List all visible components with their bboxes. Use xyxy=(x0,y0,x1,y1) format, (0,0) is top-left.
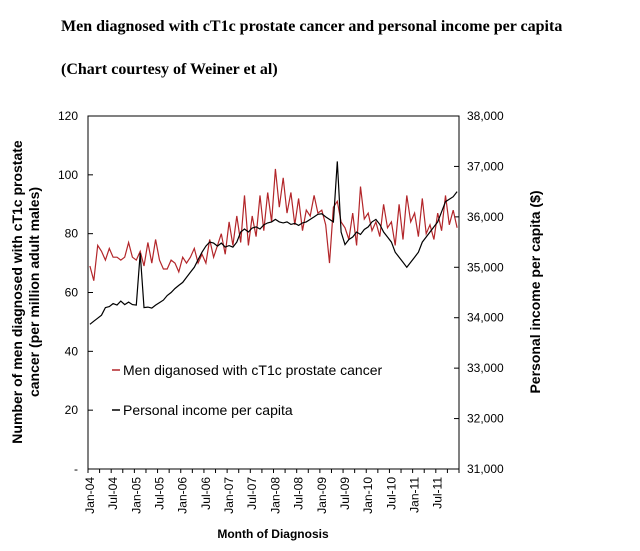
left-tick-label: 100 xyxy=(58,168,78,182)
left-tick-label: - xyxy=(74,462,78,476)
x-tick-label: Jan-06 xyxy=(176,477,190,514)
legend: Men diganosed with cT1c prostate cancer … xyxy=(112,362,382,418)
x-tick-label: Jan-09 xyxy=(315,477,329,514)
right-tick-label: 38,000 xyxy=(467,109,504,123)
series-line-cancer xyxy=(89,168,458,281)
x-tick-label: Jan-04 xyxy=(83,477,97,514)
right-tick-label: 33,000 xyxy=(467,361,504,375)
x-tick-label: Jul-11 xyxy=(431,477,445,509)
x-tick-label: Jul-08 xyxy=(292,477,306,510)
right-tick-label: 37,000 xyxy=(467,159,504,173)
right-axis-label: Personal income per capita ($) xyxy=(527,190,543,393)
left-axis-label-line1: Number of men diagnosed with cT1c prosta… xyxy=(9,140,25,444)
right-tick-label: 31,000 xyxy=(467,462,504,476)
left-tick-label: 120 xyxy=(58,109,78,123)
legend-label-cancer: Men diganosed with cT1c prostate cancer xyxy=(123,362,382,378)
legend-label-income: Personal income per capita xyxy=(123,402,293,418)
chart-subtitle: (Chart courtesy of Weiner et al) xyxy=(61,61,278,78)
x-tick-label: Jan-07 xyxy=(222,477,236,514)
right-tick-label: 36,000 xyxy=(467,210,504,224)
right-tick-label: 34,000 xyxy=(467,311,504,325)
series-group xyxy=(89,161,458,325)
x-axis: Jan-04 Jul-04 Jan-05 Jul-05 Jan-06 Jul-06 Jan-… xyxy=(83,469,460,514)
x-tick-label: Jul-09 xyxy=(338,477,352,510)
left-tick-label: 80 xyxy=(65,227,79,241)
x-axis-label: Month of Diagnosis xyxy=(217,527,329,541)
x-tick-label: Jul-10 xyxy=(384,477,398,510)
x-tick-label: Jan-05 xyxy=(129,477,143,514)
series-line-income xyxy=(89,161,458,325)
left-tick-label: 40 xyxy=(65,344,79,358)
left-tick-label: 20 xyxy=(65,403,79,417)
left-tick-label: 60 xyxy=(65,286,79,300)
x-tick-label: Jul-06 xyxy=(199,477,213,510)
x-tick-label: Jan-10 xyxy=(361,477,375,514)
right-tick-label: 35,000 xyxy=(467,260,504,274)
chart-title: Men diagnosed with cT1c prostate cancer … xyxy=(61,18,563,35)
right-tick-label: 32,000 xyxy=(467,412,504,426)
x-tick-label: Jul-04 xyxy=(106,477,120,510)
x-tick-label: Jul-05 xyxy=(152,477,166,510)
left-axis-label-line2: cancer (per million adult males) xyxy=(26,187,42,397)
left-axis: - 20 40 60 80 100 120 xyxy=(58,109,93,476)
x-tick-label: Jul-07 xyxy=(245,477,259,510)
right-axis: 31,000 32,000 33,000 34,000 35,000 36,000 37,0… xyxy=(454,109,504,476)
x-tick-label: Jan-08 xyxy=(268,477,282,514)
x-tick-label: Jan-11 xyxy=(408,477,422,513)
